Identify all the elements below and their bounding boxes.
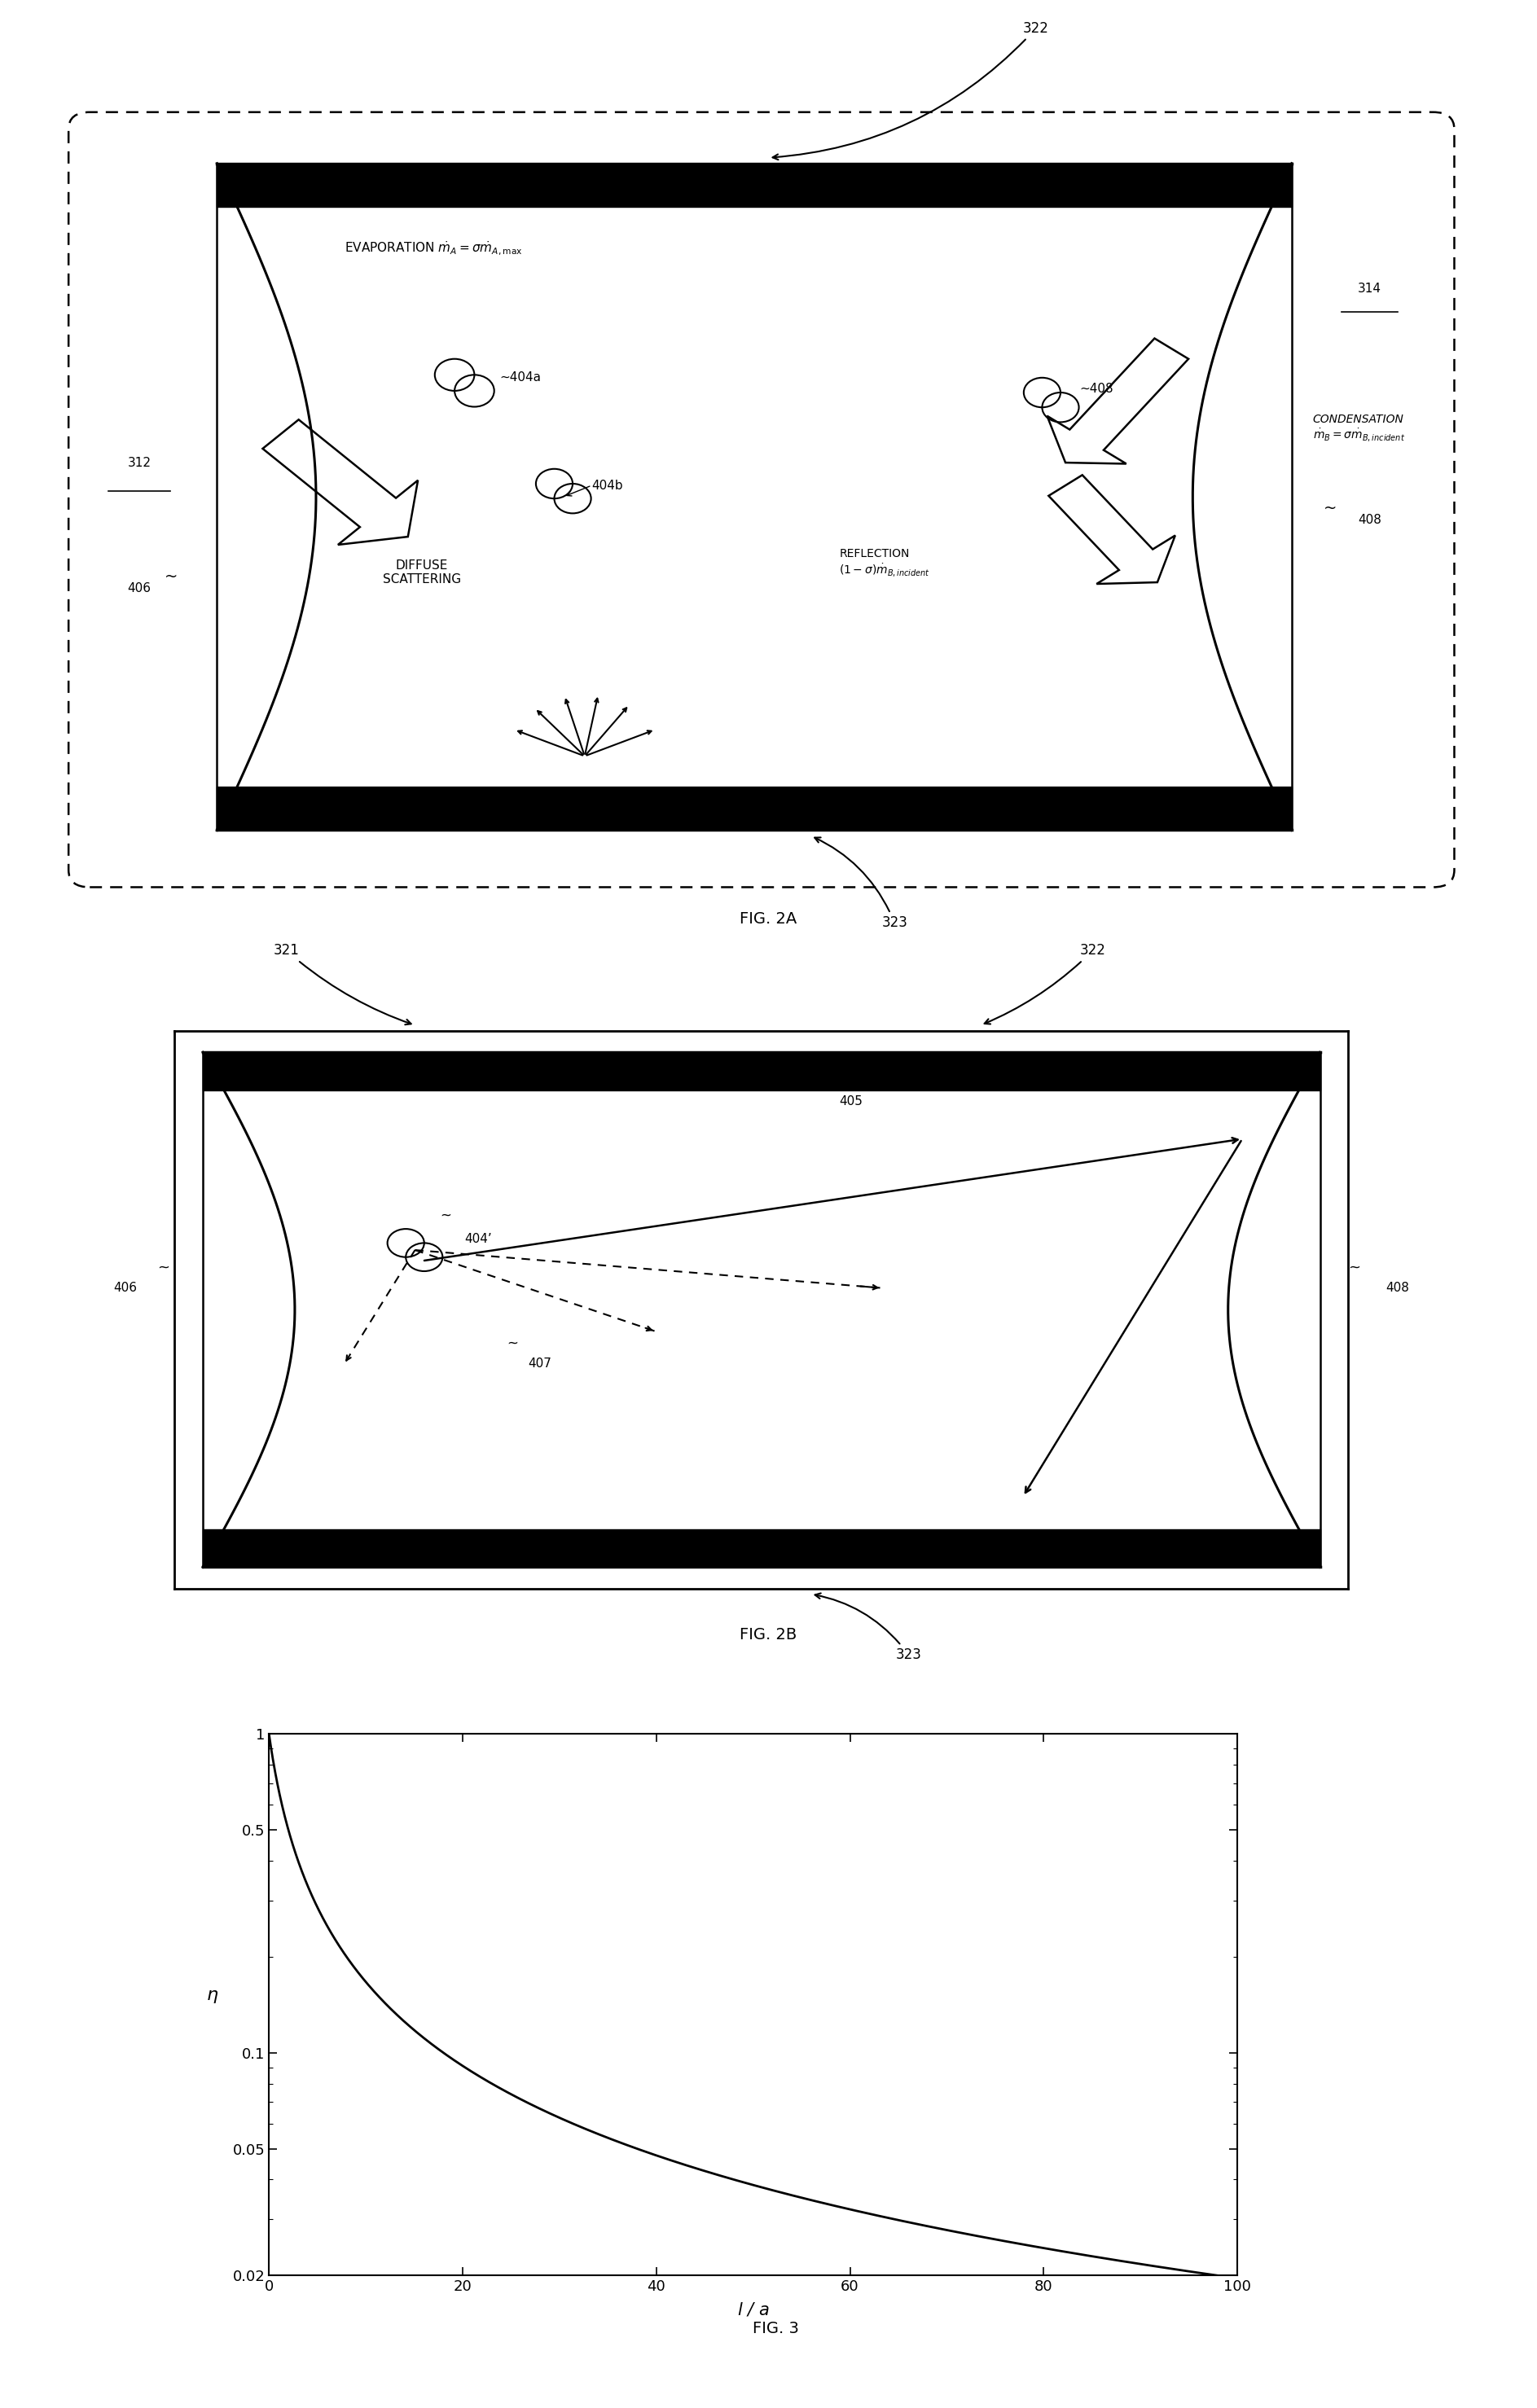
Text: FIG. 2A: FIG. 2A bbox=[739, 913, 798, 927]
Text: CONDENSATION
$\dot{m}_B = \sigma\dot{m}_{B,incident}$: CONDENSATION $\dot{m}_B = \sigma\dot{m}_… bbox=[1313, 414, 1405, 443]
Text: EVAPORATION $\dot{m}_A = \sigma\dot{m}_{A,\mathrm{max}}$: EVAPORATION $\dot{m}_A = \sigma\dot{m}_{… bbox=[344, 241, 523, 258]
Y-axis label: $\eta$: $\eta$ bbox=[206, 1989, 218, 2003]
Text: 314: 314 bbox=[1357, 282, 1382, 294]
Text: 323: 323 bbox=[815, 1594, 922, 1662]
Text: 406: 406 bbox=[128, 583, 151, 595]
Text: FIG. 2B: FIG. 2B bbox=[739, 1628, 798, 1642]
Text: 322: 322 bbox=[984, 944, 1105, 1023]
Text: 408: 408 bbox=[1386, 1281, 1409, 1293]
Text: 408: 408 bbox=[1357, 513, 1382, 525]
Text: ~: ~ bbox=[1348, 1259, 1360, 1274]
Text: B: B bbox=[1270, 166, 1280, 181]
X-axis label: $l$ / $a$: $l$ / $a$ bbox=[738, 2302, 768, 2319]
Text: 404b: 404b bbox=[592, 479, 622, 491]
Text: 312: 312 bbox=[128, 458, 151, 470]
Text: 404’: 404’ bbox=[464, 1233, 492, 1245]
Text: ~: ~ bbox=[441, 1209, 452, 1223]
Text: ~: ~ bbox=[1323, 501, 1337, 515]
Text: 407: 407 bbox=[529, 1358, 552, 1370]
Text: FIG. 3: FIG. 3 bbox=[753, 2321, 799, 2336]
Text: 323: 323 bbox=[815, 838, 907, 929]
Text: REFLECTION
$(1- \sigma)\dot{m}_{B,incident}$: REFLECTION $(1- \sigma)\dot{m}_{B,incide… bbox=[839, 549, 930, 578]
Text: ~404a: ~404a bbox=[500, 371, 541, 383]
Text: 405: 405 bbox=[839, 1096, 862, 1108]
Text: A: A bbox=[214, 1055, 226, 1069]
Text: ~: ~ bbox=[158, 1259, 171, 1274]
Text: DIFFUSE
SCATTERING: DIFFUSE SCATTERING bbox=[383, 559, 461, 585]
Text: ~: ~ bbox=[164, 568, 178, 585]
Text: A: A bbox=[229, 166, 240, 181]
FancyBboxPatch shape bbox=[69, 113, 1454, 886]
Text: 322: 322 bbox=[773, 22, 1048, 159]
Text: ~408: ~408 bbox=[1079, 383, 1113, 395]
Text: 406: 406 bbox=[114, 1281, 137, 1293]
Text: B: B bbox=[1297, 1055, 1308, 1069]
Text: ~: ~ bbox=[507, 1336, 518, 1351]
Text: 321: 321 bbox=[274, 944, 410, 1026]
